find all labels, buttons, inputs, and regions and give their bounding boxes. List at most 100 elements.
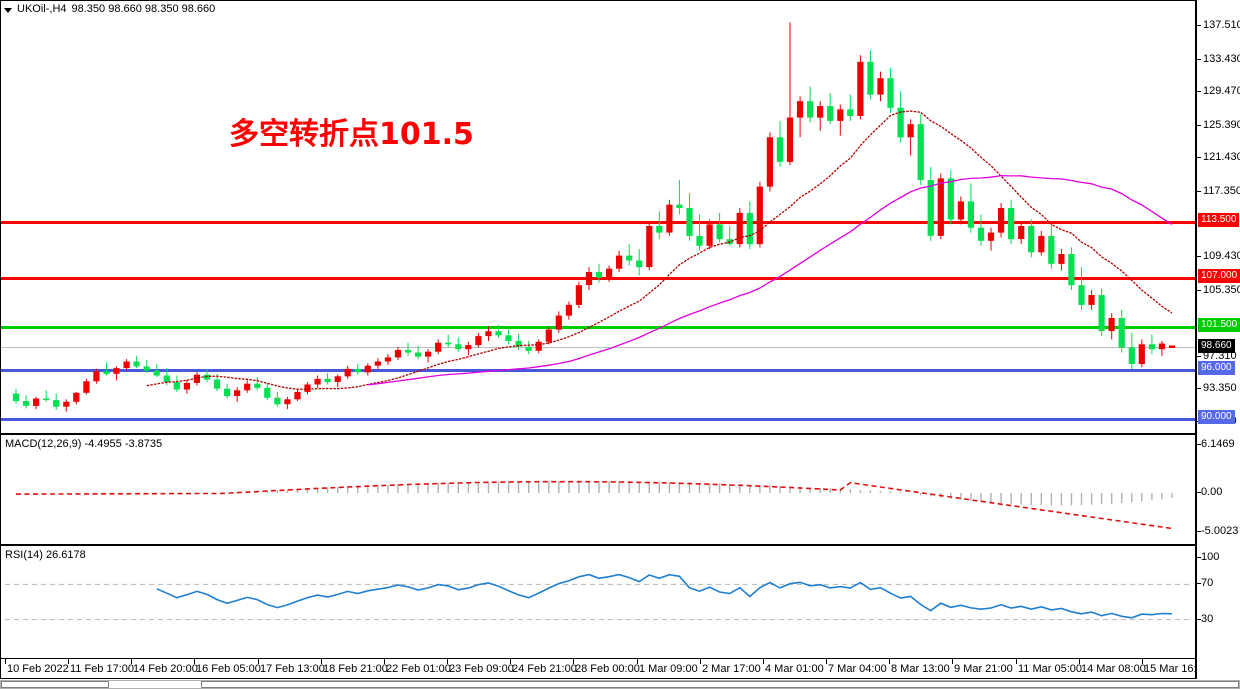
price-axis-tick: [1197, 388, 1201, 389]
time-axis-label: 1 Mar 09:00: [639, 663, 698, 675]
time-tick: [1079, 659, 1080, 664]
time-tick: [447, 659, 448, 664]
price-tag-98660[interactable]: 98.660: [1198, 339, 1235, 353]
rsi-series: [5, 573, 1191, 621]
price-axis-tick: [1197, 356, 1201, 357]
macd-axis-tick: [1197, 492, 1201, 493]
time-axis-label: 17 Feb 13:00: [260, 663, 325, 675]
price-panel[interactable]: 多空转折点101.5: [0, 0, 1196, 434]
level-line-107000: [1, 277, 1195, 280]
symbol-header: UKOil-,H4 98.350 98.660 98.350 98.660: [4, 3, 215, 15]
price-tag-113500[interactable]: 113.500: [1198, 213, 1240, 227]
scrollbar-thumb[interactable]: [1, 681, 109, 688]
time-tick: [763, 659, 764, 664]
scale-divider: [1196, 0, 1197, 679]
time-tick: [1142, 659, 1143, 664]
rsi-axis-label: 70: [1201, 577, 1214, 589]
rsi-axis-label: 100: [1201, 551, 1220, 563]
time-tick: [826, 659, 827, 664]
ohlc-values: 98.350 98.660 98.350 98.660: [71, 3, 216, 15]
time-tick: [68, 659, 69, 664]
horizontal-scrollbar[interactable]: [0, 680, 1240, 689]
level-line-101500: [1, 326, 1195, 329]
macd-label: MACD(12,26,9) -4.4955 -3.8735: [5, 438, 163, 450]
price-axis-tick: [1197, 25, 1201, 26]
time-axis-label: 28 Feb 00:00: [575, 663, 640, 675]
level-line-113500: [1, 221, 1195, 224]
time-tick: [321, 659, 322, 664]
time-axis-label: 4 Mar 01:00: [765, 663, 824, 675]
price-axis-tick: [1197, 157, 1201, 158]
time-axis-label: 11 Feb 17:00: [70, 663, 135, 675]
price-axis-label: 97.310: [1203, 350, 1237, 362]
time-tick: [952, 659, 953, 664]
time-axis-label: 15 Mar 16:00: [1144, 663, 1209, 675]
candlestick-series: [12, 22, 1176, 412]
time-axis-label: 24 Feb 21:00: [512, 663, 577, 675]
price-axis-tick: [1197, 125, 1201, 126]
level-line-98660: [1, 347, 1195, 348]
price-axis-label: 133.430: [1203, 53, 1240, 65]
price-tag-90000[interactable]: 90.000: [1198, 410, 1235, 424]
time-axis[interactable]: 10 Feb 2022 11 Feb 17:00 14 Feb 20:00 16 Fe…: [0, 659, 1209, 679]
price-axis-tick: [1197, 59, 1201, 60]
macd-panel[interactable]: MACD(12,26,9) -4.4955 -3.8735: [0, 434, 1196, 545]
time-axis-label: 22 Feb 01:00: [386, 663, 451, 675]
price-axis-tick: [1197, 256, 1201, 257]
level-line-90000: [1, 418, 1195, 421]
chart-annotation: 多空转折点101.5: [229, 117, 474, 152]
rsi-axis-label: 30: [1201, 613, 1214, 625]
price-scale[interactable]: 137.510 133.430 129.470 125.390 121.430 117.3…: [1196, 0, 1240, 679]
level-line-96000: [1, 369, 1195, 372]
rsi-axis-tick: [1197, 583, 1201, 584]
price-axis-label: 117.350: [1203, 185, 1240, 197]
time-tick: [573, 659, 574, 664]
time-tick: [258, 659, 259, 664]
rsi-panel[interactable]: RSI(14) 26.6178: [0, 545, 1196, 659]
price-tag-96000[interactable]: 96.000: [1198, 361, 1235, 375]
time-axis-label: 10 Feb 2022: [7, 663, 69, 675]
rsi-axis-tick: [1197, 557, 1201, 558]
time-axis-label: 7 Mar 04:00: [828, 663, 887, 675]
price-axis-tick: [1197, 91, 1201, 92]
scrollbar-track-right[interactable]: [201, 681, 1239, 688]
price-tag-107000[interactable]: 107.000: [1198, 269, 1240, 283]
time-tick: [510, 659, 511, 664]
time-tick: [5, 659, 6, 664]
time-axis-label: 14 Feb 20:00: [133, 663, 198, 675]
rsi-label: RSI(14) 26.6178: [5, 549, 86, 561]
symbol-timeframe-label: UKOil-,H4: [17, 3, 67, 15]
price-axis-tick: [1197, 290, 1201, 291]
price-axis-label: 129.470: [1203, 85, 1240, 97]
price-axis-label: 137.510: [1203, 19, 1240, 31]
price-axis-label: 125.390: [1203, 119, 1240, 131]
macd-axis-tick: [1197, 531, 1201, 532]
time-axis-label: 18 Feb 21:00: [323, 663, 388, 675]
macd-axis-label: 6.1469: [1201, 438, 1235, 450]
price-axis-tick: [1197, 191, 1201, 192]
price-tag-101500[interactable]: 101.500: [1198, 318, 1240, 332]
time-axis-label: 8 Mar 13:00: [891, 663, 950, 675]
time-axis-label: 11 Mar 05:00: [1018, 663, 1083, 675]
price-axis-label: 109.430: [1203, 250, 1240, 262]
time-tick: [637, 659, 638, 664]
time-axis-label: 14 Mar 08:00: [1081, 663, 1146, 675]
time-tick: [889, 659, 890, 664]
time-tick: [384, 659, 385, 664]
time-axis-label: 23 Feb 09:00: [449, 663, 514, 675]
macd-axis-label: 0.00: [1201, 486, 1223, 498]
time-axis-label: 2 Mar 17:00: [702, 663, 761, 675]
price-axis-label: 105.350: [1203, 284, 1240, 296]
rsi-axis-tick: [1197, 619, 1201, 620]
time-tick: [1016, 659, 1017, 664]
time-tick: [700, 659, 701, 664]
triangle-down-icon[interactable]: [4, 7, 12, 13]
time-axis-label: 9 Mar 21:00: [954, 663, 1013, 675]
price-axis-label: 121.430: [1203, 151, 1240, 163]
macd-axis-tick: [1197, 444, 1201, 445]
macd-axis-label: -5.0023: [1201, 525, 1239, 537]
time-tick: [131, 659, 132, 664]
time-axis-label: 16 Feb 05:00: [196, 663, 261, 675]
time-tick: [194, 659, 195, 664]
